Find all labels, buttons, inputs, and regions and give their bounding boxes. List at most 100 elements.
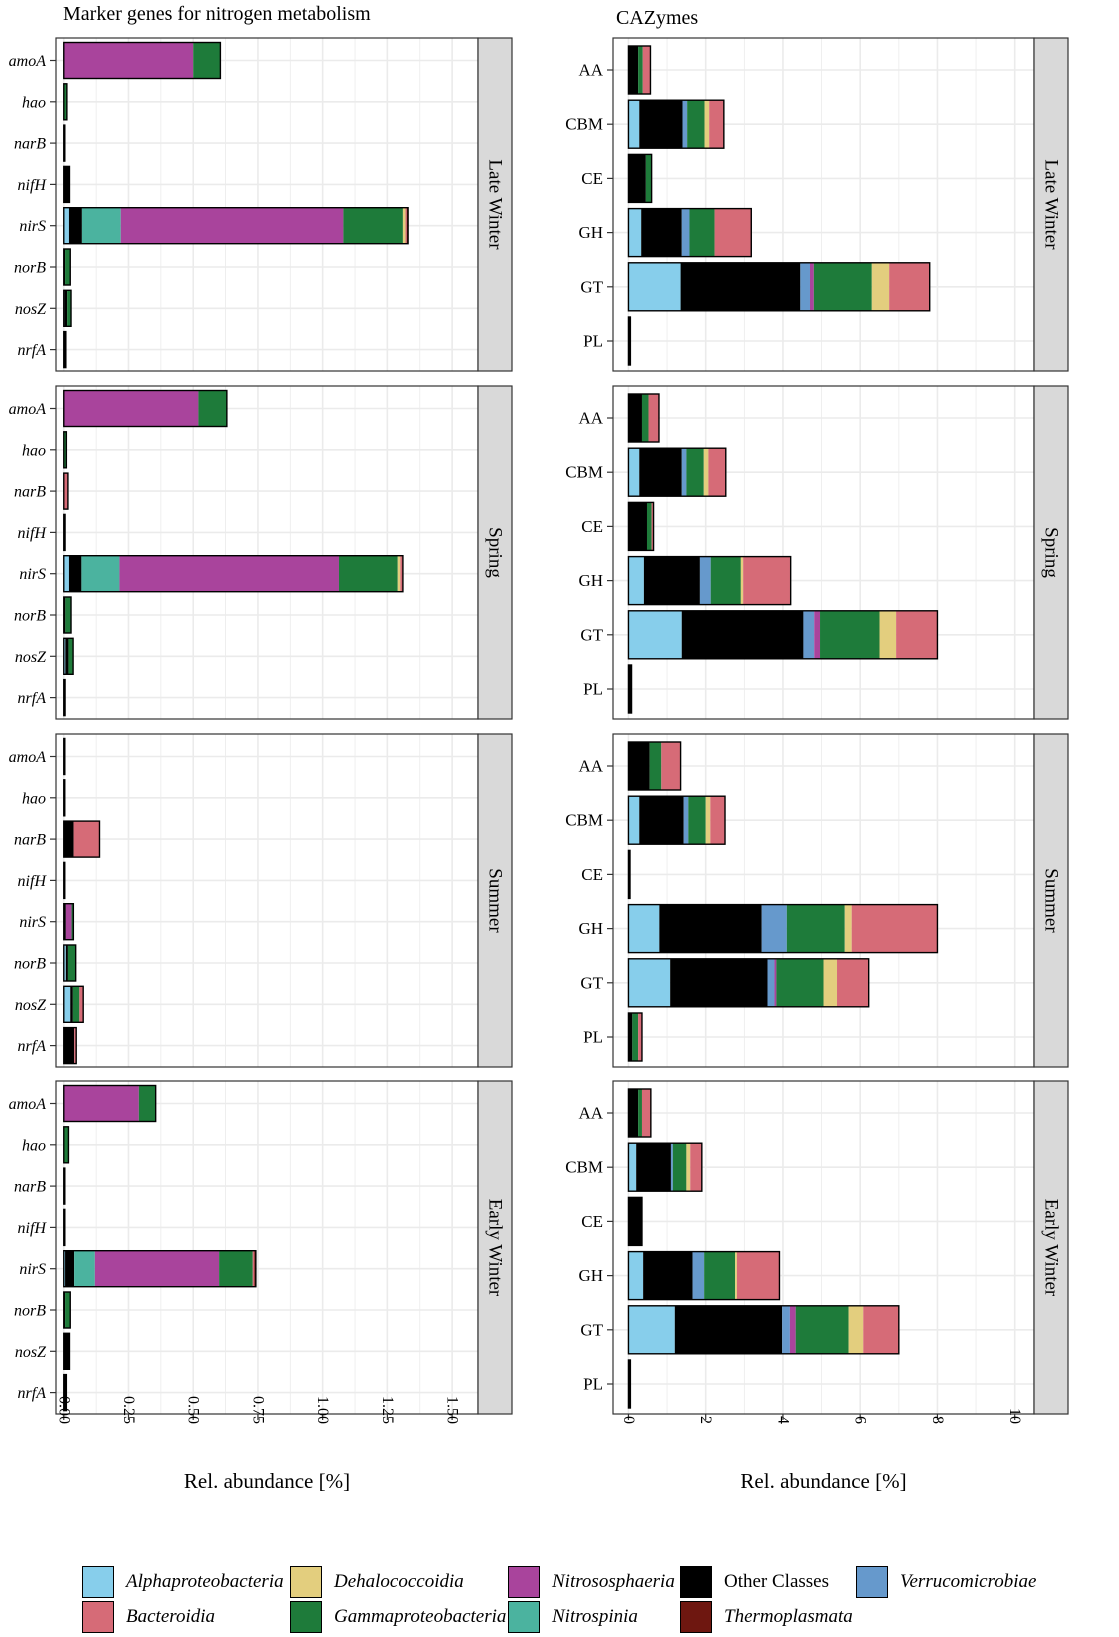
- cazymes-early-winter-bar-gh-dehalococcoidia: [735, 1251, 737, 1300]
- cazymes-summer-bar-cbm-verrucomicrobiae: [683, 796, 689, 845]
- cazymes-early-winter-bar-outline-ce: [627, 1196, 643, 1247]
- marker-genes-for-nitrogen-metabolism-summer-bar-nosz-alphaproteobacteria: [63, 986, 71, 1023]
- marker-genes-for-nitrogen-metabolism-summer-panel-background: [56, 734, 478, 1067]
- marker-genes-for-nitrogen-metabolism-early-winter-bar-outline-nirs: [63, 1249, 257, 1288]
- cazymes-early-winter-bar-gh-verrucomicrobiae: [692, 1251, 705, 1300]
- marker-genes-for-nitrogen-metabolism-summer-bar-nirs-nitrososphaeria: [65, 903, 72, 940]
- cazymes-spring-panel-background: [613, 386, 1034, 719]
- marker-genes-for-nitrogen-metabolism-early-winter-bar-hao-gammaproteobacteria: [63, 1126, 69, 1163]
- cazymes-late-winter-bar-gh-gammaproteobacteria: [689, 208, 715, 257]
- marker-genes-for-nitrogen-metabolism-xtick-label: 1.50: [444, 1396, 461, 1424]
- marker-genes-for-nitrogen-metabolism-late-winter-bar-norb-gammaproteobacteria: [65, 249, 71, 285]
- marker-genes-for-nitrogen-metabolism-xtick-label: 0.50: [185, 1396, 202, 1424]
- marker-genes-for-nitrogen-metabolism-xtick-label: 0.75: [249, 1396, 266, 1424]
- cazymes-spring-bar-gt-dehalococcoidia: [879, 610, 897, 659]
- legend-swatch-gammaproteobacteria: [290, 1601, 322, 1633]
- cazymes-spring-bar-gt-alphaproteobacteria: [628, 610, 682, 659]
- marker-genes-for-nitrogen-metabolism-early-winter-bar-outline-hao: [63, 1126, 70, 1164]
- cazymes-spring-bar-ce-gammaproteobacteria: [646, 502, 652, 551]
- cazymes-xtick-label: 4: [774, 1416, 791, 1424]
- marker-genes-for-nitrogen-metabolism-late-winter-bar-outline-hao: [63, 83, 68, 121]
- cazymes-summer-ytick-label-gh: GH: [578, 919, 603, 938]
- cazymes-summer-panel-background: [613, 734, 1034, 1067]
- marker-genes-for-nitrogen-metabolism-early-winter-ytick-label-norb: norB: [14, 1303, 46, 1320]
- marker-genes-for-nitrogen-metabolism-early-winter-bar-nirs-bacteroidia: [252, 1250, 255, 1287]
- cazymes-summer-bar-gt-dehalococcoidia: [823, 958, 838, 1007]
- cazymes-late-winter-bar-gt-verrucomicrobiae: [800, 262, 810, 311]
- legend: Alphaproteobacteria Bacteroidia Dehaloco…: [82, 1565, 1102, 1635]
- cazymes-late-winter-bar-outline-gt: [627, 262, 931, 312]
- legend-label-alphaproteobacteria: Alphaproteobacteria: [126, 1571, 284, 1592]
- cazymes-spring-bar-gh-gammaproteobacteria: [710, 556, 741, 605]
- marker-genes-for-nitrogen-metabolism-spring-ytick-label-nosz: nosZ: [15, 649, 47, 666]
- cazymes-spring-bar-gh-verrucomicrobiae: [699, 556, 711, 605]
- cazymes-spring-bar-outline-pl: [627, 664, 633, 714]
- marker-genes-for-nitrogen-metabolism-summer-strip: [477, 733, 513, 1068]
- cazymes-late-winter-bar-outline-cbm: [627, 99, 725, 149]
- cazymes-summer-bar-outline-pl: [627, 1012, 643, 1062]
- cazymes-early-winter-bar-outline-pl: [627, 1359, 632, 1409]
- cazymes-spring-bar-gh-other-classes: [643, 556, 700, 605]
- cazymes-summer-bar-cbm-bacteroidia: [710, 796, 726, 845]
- cazymes-xlabel: Rel. abundance [%]: [740, 1469, 906, 1493]
- marker-genes-for-nitrogen-metabolism-spring-bar-norb-gammaproteobacteria: [65, 597, 72, 633]
- cazymes-spring-bar-gt-other-classes: [681, 610, 804, 659]
- cazymes-spring-bar-gt-verrucomicrobiae: [803, 610, 815, 659]
- cazymes-early-winter-bar-gt-nitrososphaeria: [789, 1305, 796, 1354]
- cazymes-early-winter-ytick-label-gt: GT: [580, 1320, 603, 1339]
- marker-genes-for-nitrogen-metabolism-early-winter-bar-nrfa-other-classes: [63, 1374, 67, 1411]
- marker-genes-for-nitrogen-metabolism-spring-ytick-label-nifh: nifH: [18, 525, 48, 542]
- marker-genes-for-nitrogen-metabolism-xtick-label: 0.25: [120, 1396, 137, 1424]
- legend-label-verrucomicrobiae: Verrucomicrobiae: [900, 1571, 1037, 1592]
- cazymes-late-winter-ytick-label-pl: PL: [583, 332, 603, 351]
- marker-genes-for-nitrogen-metabolism-spring-bar-nosz-alphaproteobacteria: [63, 638, 66, 675]
- marker-genes-for-nitrogen-metabolism-spring-ytick-label-nirs: nirS: [19, 566, 46, 583]
- cazymes-spring-bar-ce-other-classes: [628, 502, 647, 551]
- cazymes-summer-bar-gh-verrucomicrobiae: [761, 904, 787, 953]
- cazymes-summer-strip-label: Summer: [1041, 868, 1062, 933]
- marker-genes-for-nitrogen-metabolism-spring-bar-nirs-bacteroidia: [400, 555, 403, 592]
- marker-genes-for-nitrogen-metabolism-late-winter-bar-amoa-gammaproteobacteria: [193, 42, 221, 79]
- marker-genes-for-nitrogen-metabolism-late-winter-bar-nirs-nitrososphaeria: [120, 207, 344, 244]
- marker-genes-for-nitrogen-metabolism-summer-ytick-label-nirs: nirS: [19, 914, 46, 931]
- cazymes-summer-bar-aa-gammaproteobacteria: [649, 742, 662, 790]
- cazymes-early-winter-bar-gh-gammaproteobacteria: [704, 1251, 736, 1300]
- cazymes-early-winter-ytick-label-ce: CE: [581, 1212, 603, 1231]
- legend-item-nitrospinia: Nitrospinia: [508, 1600, 638, 1634]
- legend-item-dehalococcoidia: Dehalococcoidia: [290, 1565, 464, 1599]
- cazymes-early-winter-ytick-label-aa: AA: [578, 1104, 603, 1123]
- cazymes-early-winter-bar-outline-aa: [627, 1088, 652, 1138]
- marker-genes-for-nitrogen-metabolism-spring-bar-outline-hao: [63, 431, 68, 469]
- cazymes-late-winter-ytick-label-gt: GT: [580, 277, 603, 296]
- marker-genes-for-nitrogen-metabolism-summer-bar-outline-hao: [63, 779, 66, 817]
- marker-genes-for-nitrogen-metabolism-late-winter-ytick-label-nosz: nosZ: [15, 301, 47, 318]
- marker-genes-for-nitrogen-metabolism-late-winter-bar-outline-nifh: [63, 165, 71, 204]
- cazymes-summer-bar-gh-gammaproteobacteria: [786, 904, 845, 953]
- cazymes-spring-ytick-label-gt: GT: [580, 625, 603, 644]
- marker-genes-for-nitrogen-metabolism-summer-bar-norb-alphaproteobacteria: [63, 945, 66, 981]
- marker-genes-for-nitrogen-metabolism-spring-bar-nosz-other-classes: [65, 638, 69, 675]
- marker-genes-for-nitrogen-metabolism-late-winter-bar-nirs-bacteroidia: [405, 207, 407, 244]
- marker-genes-for-nitrogen-metabolism-summer-bar-nosz-bacteroidia: [79, 986, 84, 1023]
- cazymes-xtick-label: 8: [929, 1416, 946, 1424]
- marker-genes-for-nitrogen-metabolism-xtick-label: 1.00: [314, 1396, 331, 1424]
- marker-genes-for-nitrogen-metabolism-early-winter-bar-amoa-gammaproteobacteria: [138, 1085, 156, 1122]
- marker-genes-for-nitrogen-metabolism-late-winter-ytick-label-hao: hao: [22, 94, 46, 111]
- legend-item-other-classes: Other Classes: [680, 1565, 829, 1599]
- cazymes-summer-bar-outline-ce: [627, 849, 631, 900]
- legend-swatch-bacteroidia: [82, 1601, 114, 1633]
- marker-genes-for-nitrogen-metabolism-early-winter-bar-outline-amoa: [63, 1084, 157, 1123]
- cazymes-summer-bar-outline-aa: [627, 741, 682, 791]
- legend-label-bacteroidia: Bacteroidia: [126, 1606, 215, 1627]
- cazymes-spring-bar-cbm-dehalococcoidia: [703, 448, 709, 497]
- marker-genes-for-nitrogen-metabolism-late-winter-bar-outline-narb: [63, 124, 66, 162]
- cazymes-xtick-label: 6: [852, 1416, 869, 1424]
- marker-genes-for-nitrogen-metabolism-late-winter-ytick-label-nirs: nirS: [19, 218, 46, 235]
- marker-genes-for-nitrogen-metabolism-xtick-label: 1.25: [379, 1396, 396, 1424]
- cazymes-early-winter-bar-pl-other-classes: [628, 1360, 631, 1408]
- cazymes-late-winter-panel-background: [613, 38, 1034, 371]
- cazymes-late-winter-ytick-label-ce: CE: [581, 169, 603, 188]
- cazymes-summer-bar-cbm-other-classes: [639, 796, 684, 845]
- marker-genes-for-nitrogen-metabolism-xlabel: Rel. abundance [%]: [184, 1469, 350, 1493]
- cazymes-spring-bar-gh-bacteroidia: [743, 556, 791, 605]
